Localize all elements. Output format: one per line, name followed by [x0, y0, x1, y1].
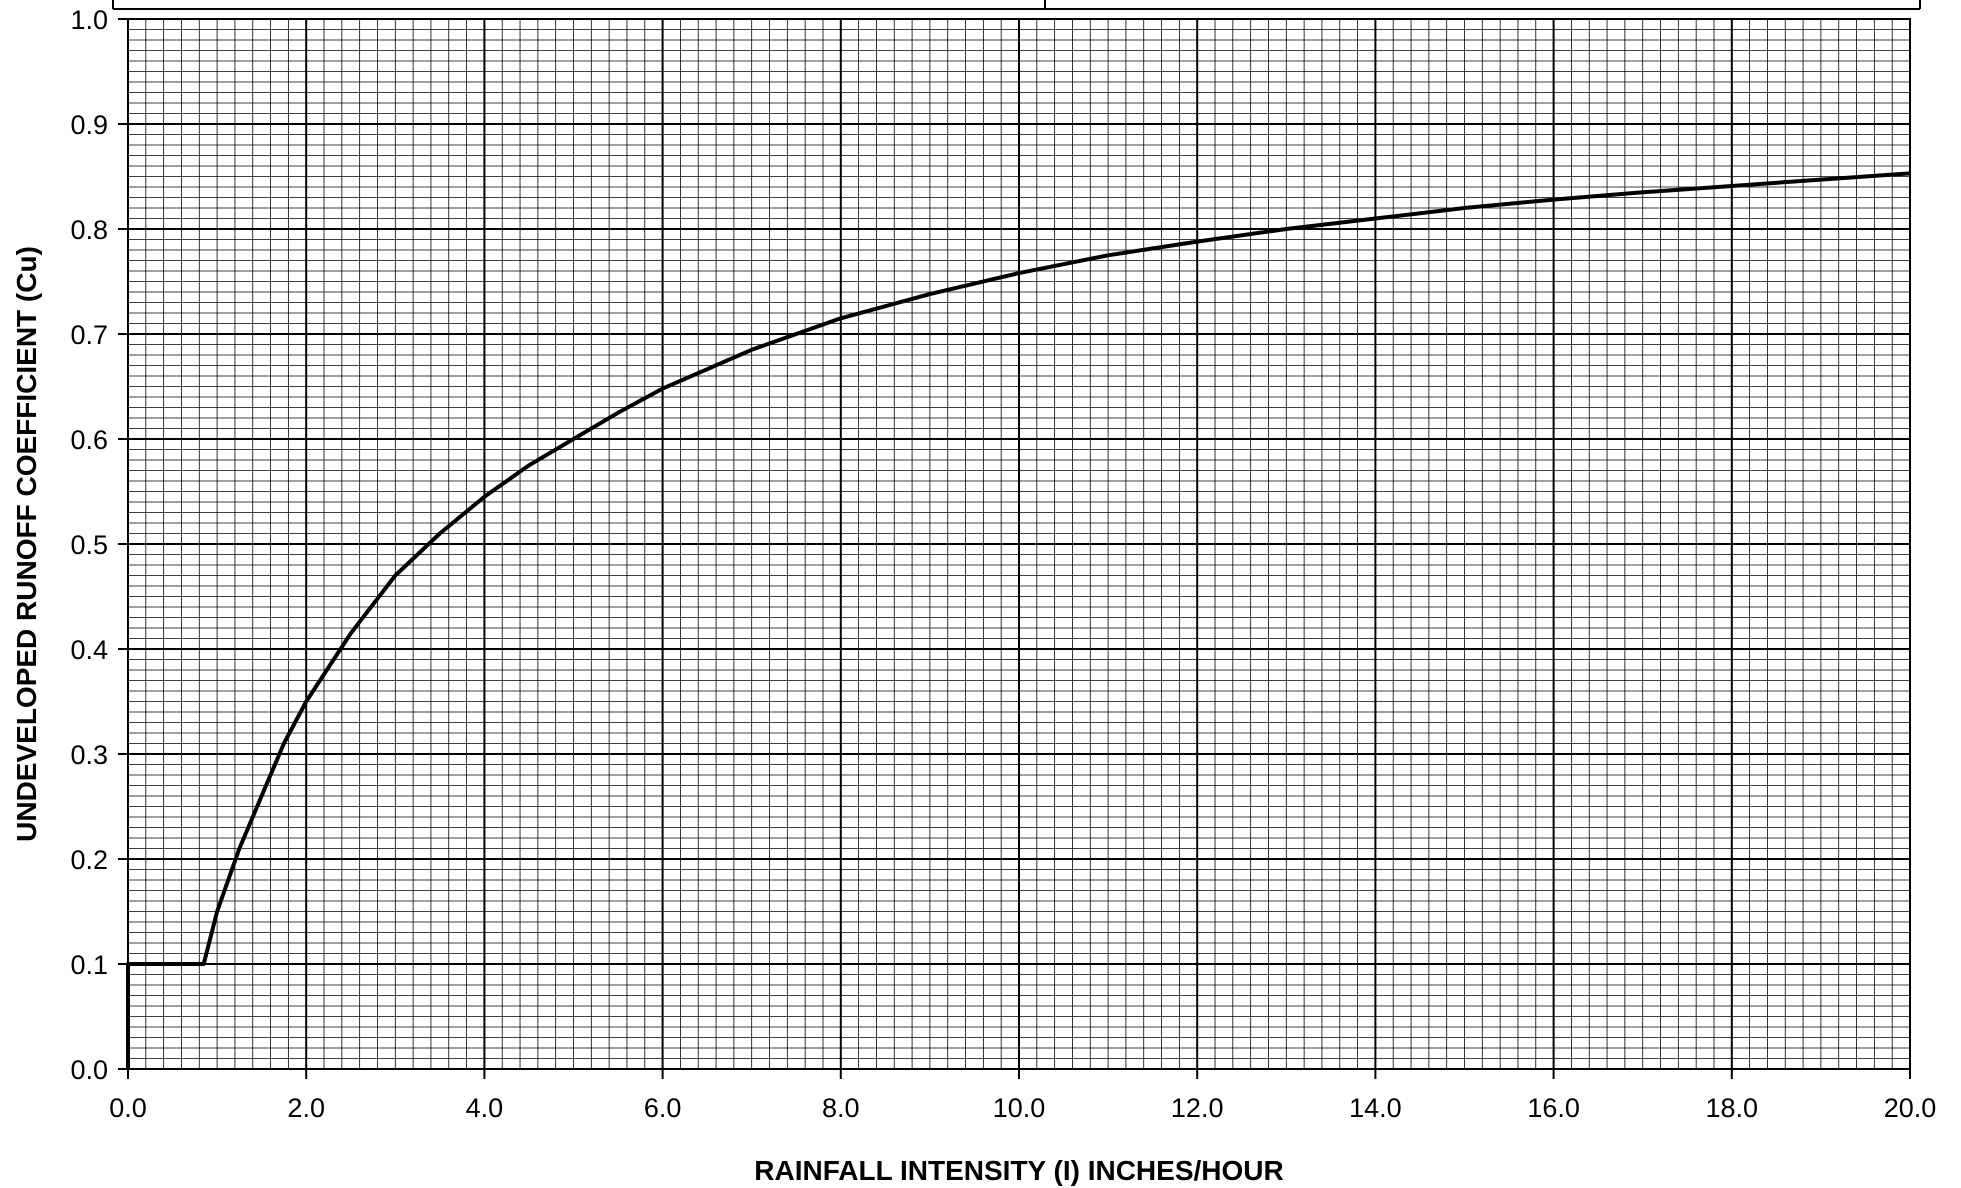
major-grid	[128, 19, 1910, 1069]
y-tick-label: 0.8	[70, 215, 108, 245]
runoff-curve-line	[126, 171, 1911, 1069]
y-tick-label: 0.0	[70, 1055, 108, 1085]
x-tick-label: 20.0	[1884, 1093, 1937, 1123]
x-tick-label: 8.0	[822, 1093, 860, 1123]
y-tick-label: 0.2	[70, 845, 108, 875]
y-tick-label: 0.9	[70, 110, 108, 140]
y-tick-label: 0.6	[70, 425, 108, 455]
x-axis-tick-labels: 0.0 2.0 4.0 6.0 8.0 10.0 12.0 14.0 16.0 18.0 20.0	[109, 1069, 1936, 1123]
y-tick-label: 0.1	[70, 950, 108, 980]
y-tick-label: 0.4	[70, 635, 108, 665]
y-tick-label: 0.5	[70, 530, 108, 560]
x-tick-label: 4.0	[466, 1093, 504, 1123]
y-tick-label: 1.0	[70, 5, 108, 35]
top-table-border	[112, 0, 1921, 10]
x-tick-label: 10.0	[993, 1093, 1046, 1123]
y-tick-label: 0.7	[70, 320, 108, 350]
x-tick-label: 14.0	[1349, 1093, 1402, 1123]
x-tick-label: 18.0	[1706, 1093, 1759, 1123]
x-axis-title: RAINFALL INTENSITY (I) INCHES/HOUR	[754, 1155, 1283, 1186]
x-tick-label: 16.0	[1527, 1093, 1580, 1123]
x-tick-label: 6.0	[644, 1093, 682, 1123]
x-tick-label: 2.0	[287, 1093, 325, 1123]
x-tick-label: 12.0	[1171, 1093, 1224, 1123]
y-axis-tick-labels: 0.0 0.1 0.2 0.3 0.4 0.5 0.6 0.7 0.8 0.9 1.0	[70, 5, 128, 1085]
y-axis-title: UNDEVELOPED RUNOFF COEFFICIENT (Cu)	[11, 246, 42, 842]
y-tick-label: 0.3	[70, 740, 108, 770]
x-tick-label: 0.0	[109, 1093, 147, 1123]
